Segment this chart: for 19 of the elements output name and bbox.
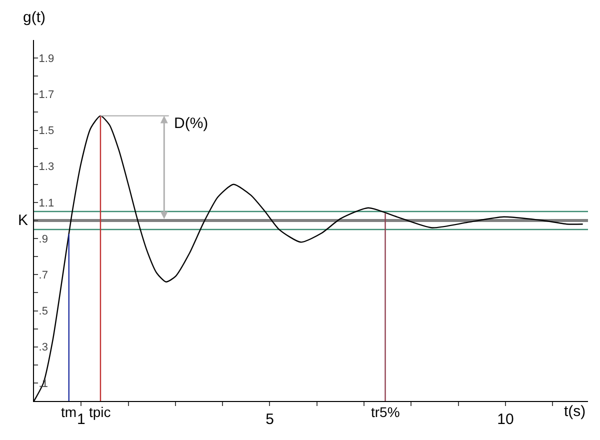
y-tick-label: 1.3 xyxy=(38,161,54,174)
y-tick-label: .5 xyxy=(38,306,48,318)
y-tick-label: 1.7 xyxy=(38,89,54,101)
ref-line-label: tm xyxy=(61,404,77,420)
x-tick-label: 10 xyxy=(497,411,514,428)
x-tick-label: 5 xyxy=(266,411,274,428)
annotation: D(%) xyxy=(174,115,208,132)
y-tick-label: 1.1 xyxy=(38,197,54,210)
y-tick-label: .9 xyxy=(38,233,48,246)
ref-line-label: tpic xyxy=(89,404,111,420)
y-tick-label: .7 xyxy=(38,270,48,282)
ref-line-label: tr5% xyxy=(371,404,400,420)
y-tick-label: 1.9 xyxy=(38,52,54,65)
x-tick-label: 1 xyxy=(76,411,86,428)
y-tick-label: .3 xyxy=(38,342,48,354)
x-axis-title: t(s) xyxy=(564,403,586,420)
y-axis-title: g(t) xyxy=(23,9,46,26)
y-tick-label: 1.5 xyxy=(38,125,54,138)
ref-line-label: K xyxy=(18,212,28,229)
